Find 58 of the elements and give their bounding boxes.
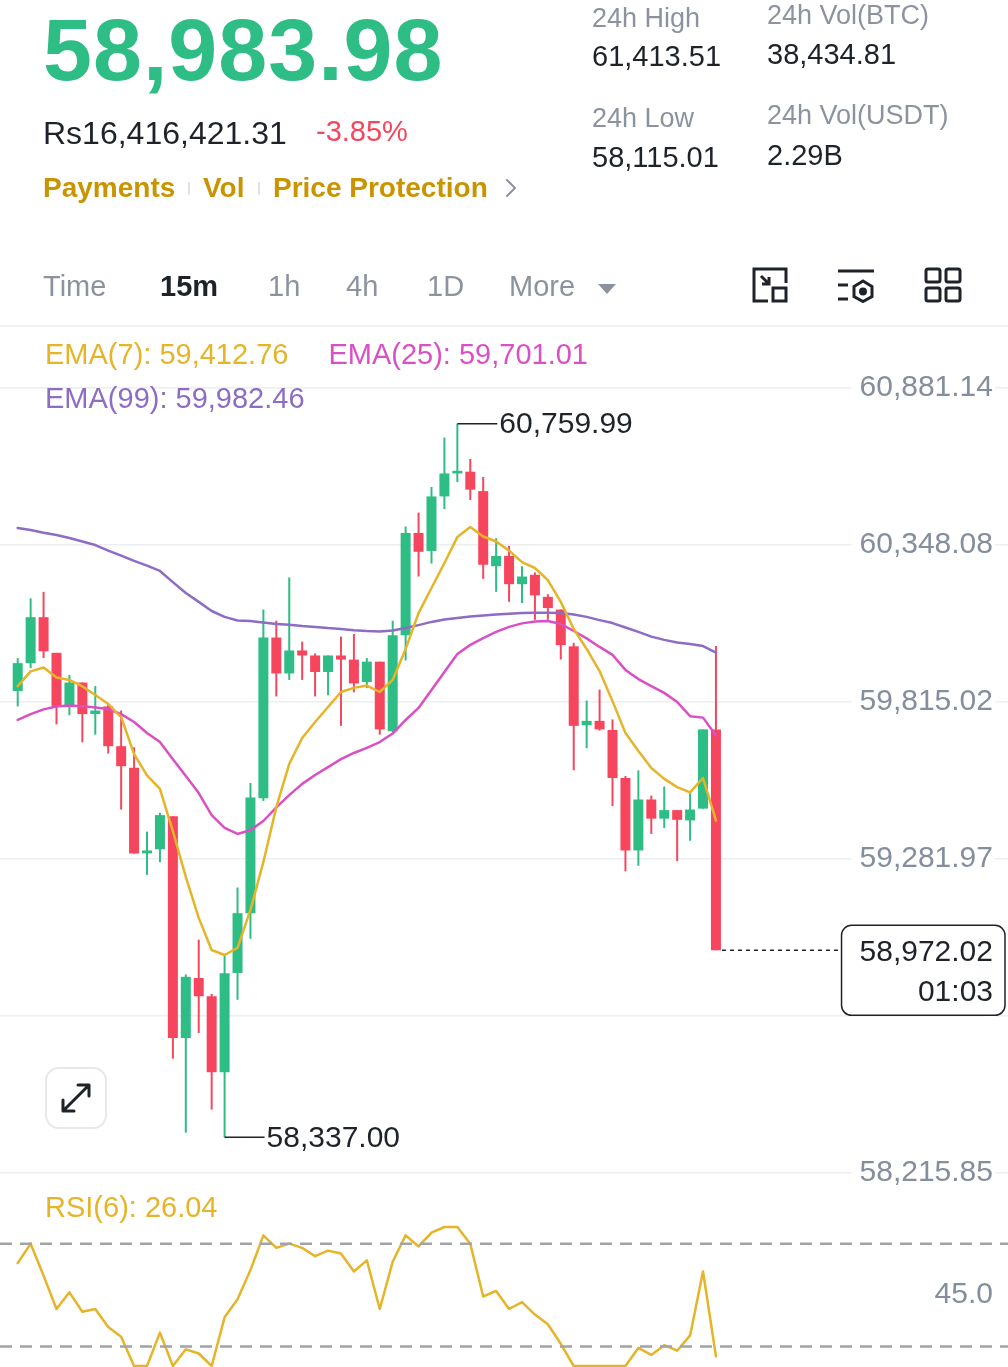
y-tick-label: 60,348.08 [859,526,993,560]
candlestick [323,654,334,697]
candlestick [542,593,553,621]
candlestick [297,640,308,681]
text: 4h [346,269,379,302]
candlestick [64,673,75,717]
text: Vol [203,172,245,203]
candlestick [335,635,346,727]
text: -3.85% [316,114,408,147]
text: EMA(99): 59,982.46 [45,382,305,414]
text: 24h Low [592,102,695,133]
y-tick-label: 59,281.97 [859,840,993,874]
candlestick [310,652,321,698]
candlestick [517,565,527,605]
text: 24h High [592,2,701,33]
candlestick [672,809,683,863]
text: 15m [160,269,219,302]
y-tick-label: 59,815.02 [859,683,993,717]
text: EMA(7): 59,412.76 [45,338,289,370]
candlestick [348,632,359,694]
candlestick [193,938,204,1035]
text: 01:03 [917,973,993,1007]
text: 38,434.81 [767,37,897,70]
candlestick [439,436,450,511]
candlestick [659,785,670,830]
text: 24h Vol(USDT) [767,99,949,130]
text: 24h Vol(BTC) [767,0,930,30]
annotation: 60,759.99 [499,405,633,439]
text: 2.29B [767,138,843,171]
annotation: 58,337.00 [266,1119,401,1153]
y-tick-label: 58,215.85 [859,1154,993,1188]
text: Rs16,416,421.31 [43,115,287,151]
text: Payments [43,172,176,203]
text: 58,115.01 [592,140,719,173]
candlestick [594,688,605,732]
text: More [509,269,576,302]
text: 1h [268,269,301,302]
y-tick-label: 60,881.14 [859,369,993,403]
candlestick [361,657,372,690]
candlestick [685,791,696,842]
text: 58,983.98 [43,0,444,99]
candlestick [142,830,153,876]
text: Price Protection [273,172,488,203]
candlestick [581,699,592,750]
text: Time [43,269,107,302]
text: 58,972.02 [859,933,993,967]
candlestick [284,576,295,681]
candlestick [465,458,476,501]
candlestick [529,571,540,621]
text: EMA(25): 59,701.01 [328,338,588,370]
candlestick [646,794,657,835]
candlestick [491,537,502,593]
text: 61,413.51 [592,39,722,72]
series-label: RSI(6): 26.04 [45,1191,218,1223]
text: 45.0 [934,1276,993,1310]
text: 1D [427,269,465,302]
candlestick [116,709,127,811]
candlestick [413,511,424,578]
